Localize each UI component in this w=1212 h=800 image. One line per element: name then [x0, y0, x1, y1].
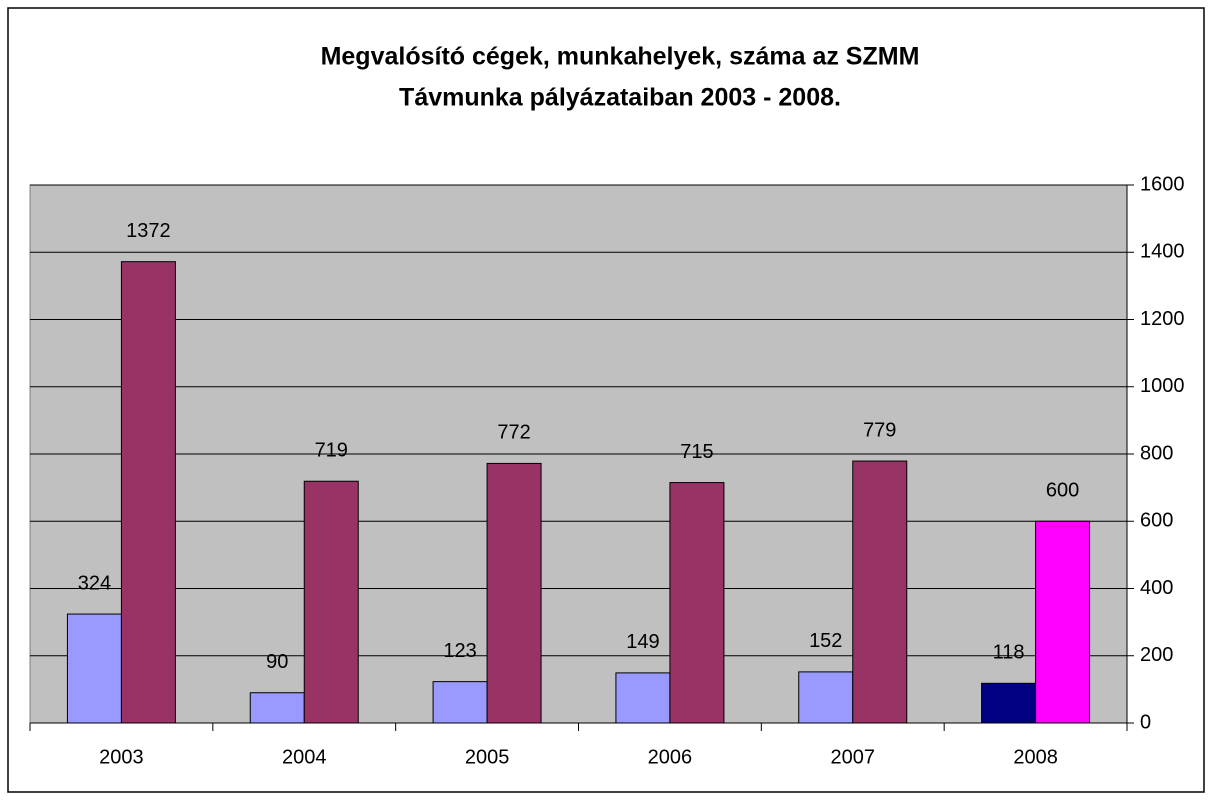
x-tick-label: 2004	[282, 746, 327, 768]
x-tick-label: 2007	[831, 746, 876, 768]
bar	[249, 692, 305, 724]
bar	[303, 480, 359, 724]
x-tick-label: 2003	[99, 746, 144, 768]
y-tick-label: 0	[1140, 711, 1151, 733]
data-label: 324	[78, 572, 111, 594]
bar	[852, 460, 908, 724]
bar	[66, 613, 122, 724]
bar	[981, 682, 1037, 724]
data-label: 1372	[126, 220, 171, 242]
bar	[798, 671, 854, 724]
x-tick-label: 2008	[1013, 746, 1058, 768]
bar	[432, 681, 488, 724]
data-label: 149	[626, 631, 659, 653]
x-tick-label: 2006	[648, 746, 693, 768]
data-label: 90	[266, 651, 288, 673]
data-label: 719	[315, 440, 348, 462]
data-label: 152	[809, 630, 842, 652]
y-tick-label: 200	[1140, 644, 1173, 666]
data-label: 118	[993, 642, 1025, 664]
bar	[120, 261, 176, 724]
bar	[486, 462, 542, 724]
data-label: 600	[1046, 480, 1079, 502]
data-label: 715	[680, 441, 713, 463]
chart-title: Megvalósító cégek, munkahelyek, száma az…	[321, 43, 920, 71]
bar	[615, 672, 671, 724]
y-tick-label: 400	[1140, 577, 1173, 599]
y-tick-label: 1600	[1140, 173, 1185, 195]
y-tick-label: 1400	[1140, 241, 1185, 263]
bar	[669, 482, 725, 724]
data-label: 123	[443, 640, 476, 662]
y-tick-label: 1000	[1140, 375, 1185, 397]
y-tick-label: 800	[1140, 442, 1173, 464]
y-tick-label: 600	[1140, 510, 1173, 532]
data-label: 779	[863, 419, 896, 441]
data-label: 772	[497, 422, 530, 444]
chart-title: Távmunka pályázataiban 2003 - 2008.	[399, 84, 841, 112]
y-tick-label: 1200	[1140, 308, 1185, 330]
bar	[1035, 520, 1091, 724]
x-tick-label: 2005	[465, 746, 510, 768]
